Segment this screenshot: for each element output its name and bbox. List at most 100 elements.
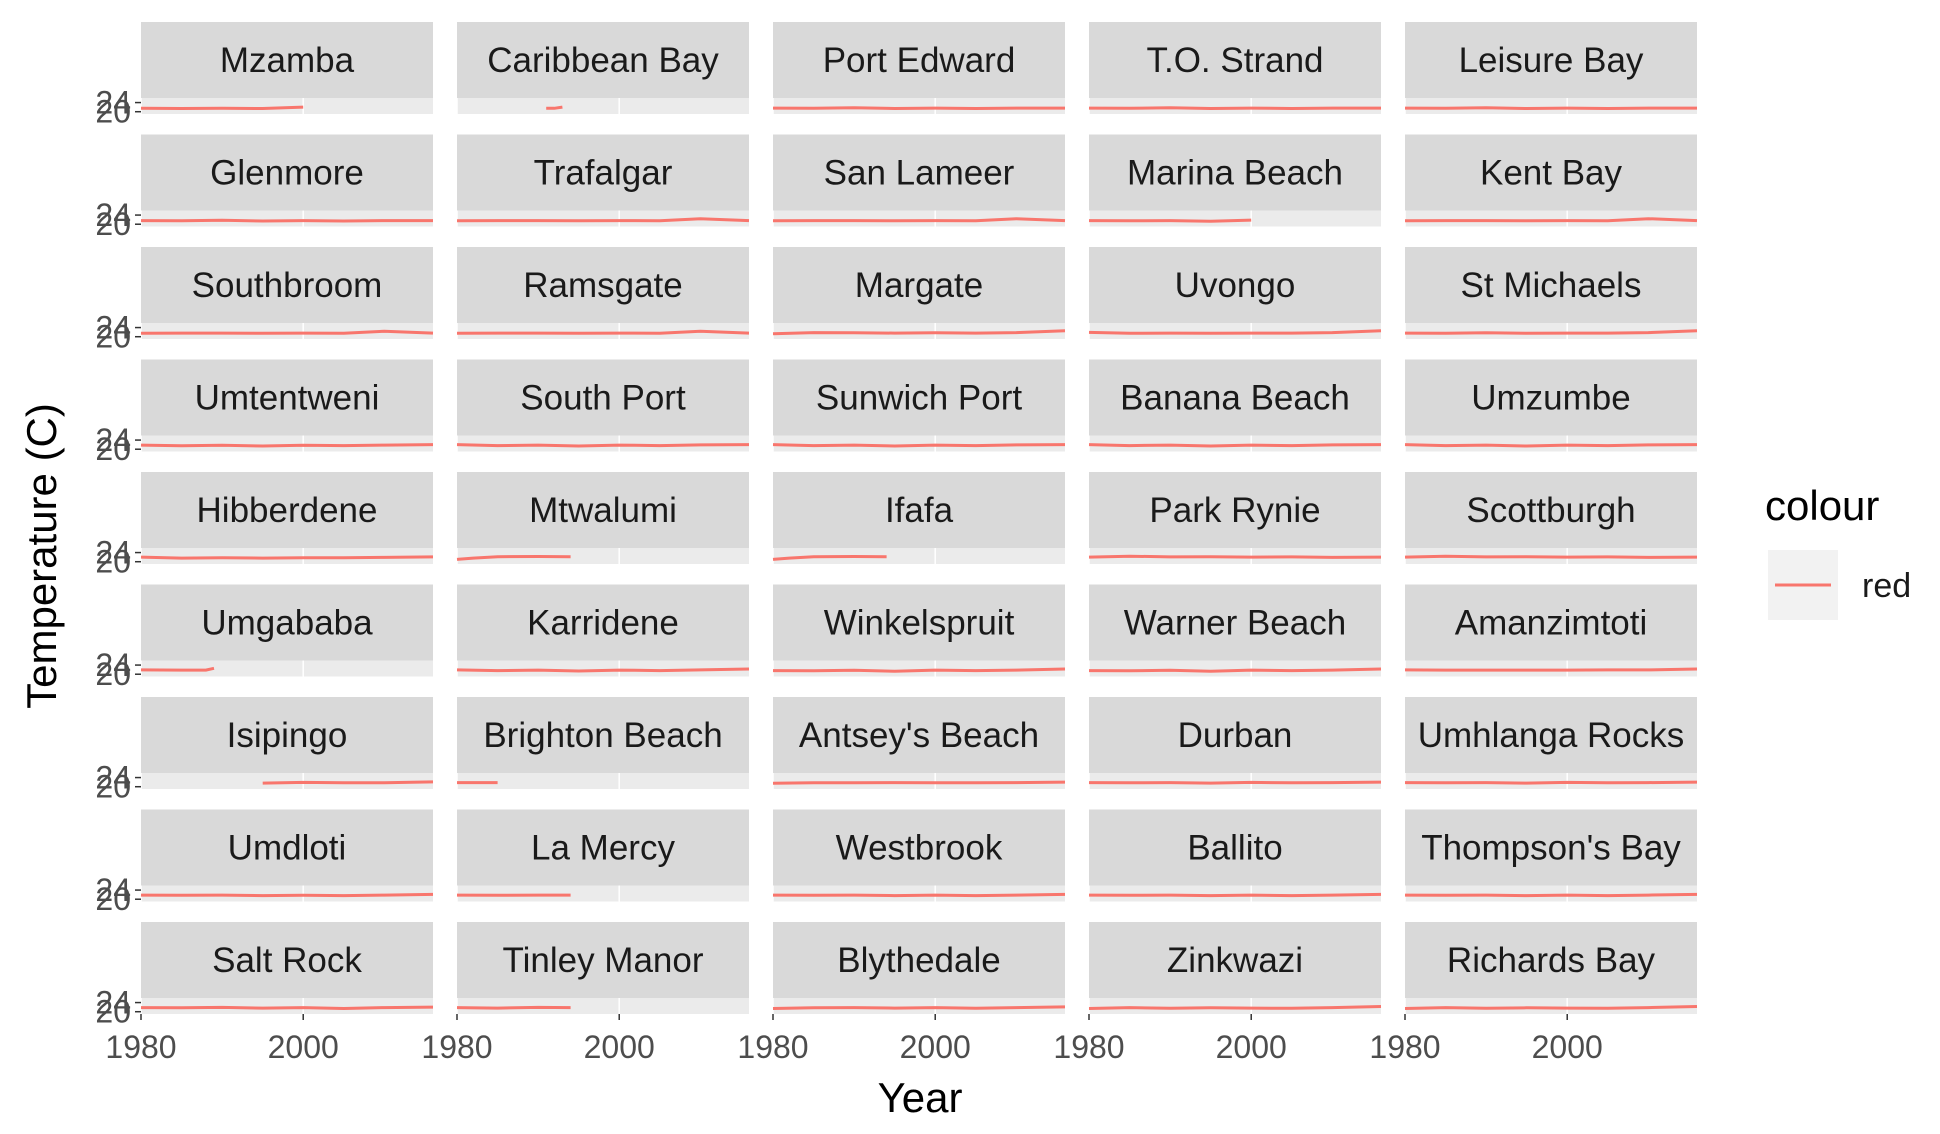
facet-label: Ramsgate [523,266,683,305]
facet-karridene: Karridene [456,584,750,677]
facet-panel [457,773,749,789]
facet-label: Glenmore [210,154,364,193]
x-axis-ticks: 1980 2000 [1053,1014,1287,1065]
facet-strip [1089,922,1381,998]
facet-strip [141,472,433,548]
facet-strip [773,584,1065,661]
facet-label: Karridene [527,604,679,643]
facet-panel [457,323,749,339]
facet-label: Hibberdene [197,491,378,530]
facet-label: Antsey's Beach [799,716,1039,755]
facet-panel [141,323,433,339]
facet-panel [141,98,433,114]
facet-strip [141,247,433,323]
facet-panel [773,210,1065,227]
series-line [140,105,304,111]
facet-strip [457,247,749,323]
facet-label: Blythedale [837,941,1000,980]
x-tick-label: 1980 [421,1029,492,1065]
facet-panel [457,885,749,902]
facet-thompson-s-bay: Thompson's Bay [1404,809,1698,902]
series-line [456,1005,571,1010]
series-line [772,554,887,561]
facet-trafalgar: Trafalgar [456,134,750,227]
x-tick-label: 1980 [1053,1029,1124,1065]
facet-label: Umgababa [201,604,373,643]
facet-tinley-manor: Tinley Manor [456,922,749,1014]
series-line [456,217,750,223]
facet-strip [773,809,1065,886]
facet-richards-bay: Richards Bay [1404,922,1698,1014]
facet-panel [773,323,1065,339]
x-tick-label: 1980 [105,1029,176,1065]
series-line [456,667,750,673]
facet-label: Port Edward [823,41,1016,80]
facet-strip [457,584,749,661]
facet-strip [141,359,433,436]
facet-panel [457,660,749,677]
facet-margate: Margate [772,247,1066,339]
facet-label: Leisure Bay [1459,41,1644,80]
facet-winkelspruit: Winkelspruit [772,584,1066,677]
facet-strip [1405,809,1697,886]
facet-strip [1089,134,1381,211]
facet-strip [141,809,433,886]
series-line [1404,106,1697,111]
facet-mtwalumi: Mtwalumi [456,472,749,564]
facet-panel [141,998,433,1014]
y-tick-label: 24 [95,760,131,796]
facet-strip [1089,472,1381,548]
facet-panel [1089,885,1381,902]
facet-panel [1089,98,1381,114]
facet-salt-rock: Salt Rock [140,922,434,1014]
facet-ballito: Ballito [1088,809,1382,902]
facet-isipingo: Isipingo [140,697,434,789]
facet-panel [1089,323,1381,339]
series-line [140,443,434,448]
facet-hibberdene: Hibberdene [140,472,434,564]
facet-kent-bay: Kent Bay [1404,134,1698,227]
facet-marina-beach: Marina Beach [1088,134,1381,227]
legend-title: colour [1765,482,1879,529]
facet-park-rynie: Park Rynie [1088,472,1382,564]
facet-uvongo: Uvongo [1088,247,1382,339]
facet-strip [1405,134,1697,211]
series-line [772,1005,1066,1010]
facet-label: Ifafa [885,491,954,530]
facet-panel [773,773,1065,789]
facet-strip [457,22,749,98]
facet-strip [773,472,1065,548]
facet-ramsgate: Ramsgate [456,247,750,339]
facet-label: Marina Beach [1127,154,1343,193]
facet-label: T.O. Strand [1146,41,1323,80]
series-line [1088,329,1382,335]
facet-strip [141,697,433,773]
series-line [1404,892,1698,898]
facet-strip [1089,697,1381,773]
facet-panel [1089,773,1381,789]
facet-panel [141,885,433,902]
series-line [140,666,215,672]
series-line [1088,667,1382,673]
facet-panel [141,773,433,789]
x-tick-label: 2000 [268,1029,339,1065]
facet-san-lameer: San Lameer [772,134,1066,227]
series-line [1088,106,1381,111]
facet-label: Westbrook [836,829,1003,868]
facet-label: Trafalgar [534,154,673,193]
facet-label: South Port [520,379,686,418]
facet-southbroom: Southbroom [140,247,434,339]
facet-strip [1405,922,1697,998]
x-axis-ticks: 1980 2000 [737,1014,971,1065]
facet-label: Ballito [1187,829,1282,868]
facet-label: Mtwalumi [529,491,677,530]
x-axis-ticks: 1980 2000 [421,1014,655,1065]
facet-strip [1405,359,1697,436]
facet-label: Warner Beach [1124,604,1346,643]
facet-label: Umhlanga Rocks [1418,716,1685,755]
series-line [456,554,571,561]
